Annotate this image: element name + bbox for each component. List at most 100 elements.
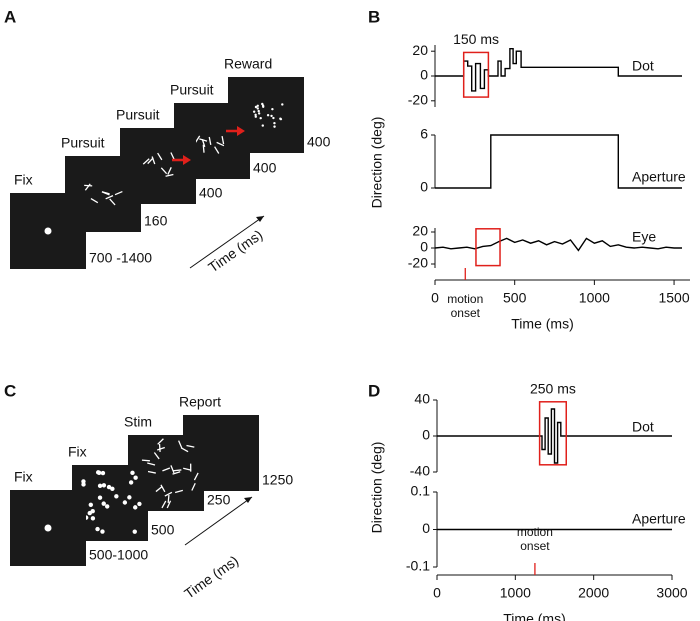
- motion-line: [216, 141, 225, 147]
- motion-line: [141, 459, 150, 462]
- reward-dot: [272, 116, 275, 120]
- frame-title: Pursuit: [61, 135, 105, 151]
- frame-duration: 400: [253, 160, 277, 176]
- frame-title: Fix: [68, 444, 87, 460]
- motion-line: [147, 470, 156, 474]
- onset-label: onset: [451, 306, 481, 320]
- fixation: [44, 227, 52, 235]
- reward-dot: [266, 114, 270, 117]
- trace: [435, 48, 682, 92]
- reward-dot: [273, 121, 276, 125]
- motion-line: [202, 144, 205, 153]
- frame-duration: 400: [307, 134, 331, 150]
- y-tick-label: -0.1: [406, 558, 430, 574]
- x-tick-label: 2000: [578, 585, 609, 601]
- frame-title: Reward: [224, 56, 272, 72]
- reward-dot: [254, 113, 257, 117]
- stim-dot: [90, 508, 95, 514]
- time-arrow-head: [256, 216, 264, 222]
- x-tick-label: 3000: [656, 585, 687, 601]
- motion-line: [194, 135, 201, 143]
- y-tick-label: -20: [408, 92, 428, 108]
- reward-dot: [273, 125, 276, 128]
- motion-line: [157, 152, 163, 161]
- motion-line: [105, 195, 114, 200]
- stim-dot: [130, 470, 135, 476]
- motion-line: [142, 158, 150, 165]
- stim-dot: [101, 501, 106, 506]
- motion-line: [165, 173, 174, 177]
- motion-line: [173, 469, 182, 472]
- stim-dot: [104, 504, 110, 509]
- motion-line: [160, 484, 166, 493]
- reward-dot: [261, 102, 264, 106]
- reward-dot: [270, 114, 273, 118]
- motion-line: [178, 440, 183, 449]
- motion-line: [114, 190, 123, 196]
- stim-dot: [122, 500, 128, 505]
- motion-line: [157, 438, 164, 445]
- y-tick-label: 0: [420, 67, 428, 83]
- frame-duration: 160: [144, 213, 168, 229]
- motion-line: [84, 183, 91, 191]
- y-tick-label: 40: [414, 391, 430, 407]
- time-arrow: [184, 496, 253, 546]
- reward-dot: [256, 107, 259, 110]
- motion-line: [170, 465, 175, 474]
- stim-dot: [101, 483, 107, 488]
- reward-dot: [281, 103, 284, 106]
- trace: [435, 134, 682, 189]
- motion-line: [186, 444, 195, 448]
- motion-line: [193, 472, 199, 481]
- stim-dot: [88, 502, 94, 507]
- motion-line: [167, 167, 172, 175]
- trace-name: Aperture: [632, 511, 686, 527]
- stim-dot: [97, 495, 103, 500]
- frame-title: Pursuit: [116, 107, 160, 123]
- x-tick-label: 0: [431, 290, 439, 306]
- stim-dot: [114, 494, 119, 499]
- frame-duration: 500-1000: [89, 547, 148, 563]
- motion-line: [156, 446, 165, 451]
- stim-dot: [97, 483, 103, 489]
- y-tick-label: 0: [420, 239, 428, 255]
- motion-line: [166, 500, 172, 509]
- motion-line: [90, 198, 99, 204]
- x-tick-label: 500: [503, 290, 527, 306]
- x-tick-label: 1500: [658, 290, 689, 306]
- frame-title: Stim: [124, 414, 152, 430]
- panel-label: D: [368, 381, 380, 400]
- y-tick-label: 20: [412, 223, 428, 239]
- frame-title: Fix: [14, 469, 33, 485]
- motion-line: [180, 447, 189, 453]
- frame-duration: 500: [151, 522, 175, 538]
- stim-dot: [81, 482, 86, 487]
- frame-title: Fix: [14, 172, 33, 188]
- motion-line: [160, 167, 168, 175]
- highlight-label: 250 ms: [530, 381, 576, 397]
- stim-dot: [128, 480, 134, 485]
- stim-dot: [100, 529, 105, 534]
- onset-label: onset: [520, 539, 550, 553]
- motion-line: [101, 191, 110, 196]
- trace-name: Dot: [632, 419, 654, 435]
- y-axis-label: Direction (deg): [369, 117, 385, 209]
- motion-line: [155, 486, 163, 493]
- time-label: Time (ms): [181, 552, 241, 601]
- motion-line: [84, 184, 93, 187]
- stim-dot: [95, 526, 100, 532]
- panel-label: A: [4, 7, 16, 26]
- stim-dot: [110, 486, 115, 492]
- y-tick-label: 0: [422, 520, 430, 536]
- motion-line: [162, 467, 171, 472]
- trace-name: Aperture: [632, 169, 686, 185]
- y-tick-label: 6: [420, 126, 428, 142]
- stim-dot: [137, 501, 142, 507]
- motion-line: [183, 467, 192, 471]
- stim-dot: [106, 484, 112, 490]
- reward-dot: [257, 109, 260, 113]
- stim-dot: [132, 529, 137, 534]
- frame-duration: 1250: [262, 472, 293, 488]
- reward-dot: [252, 110, 256, 113]
